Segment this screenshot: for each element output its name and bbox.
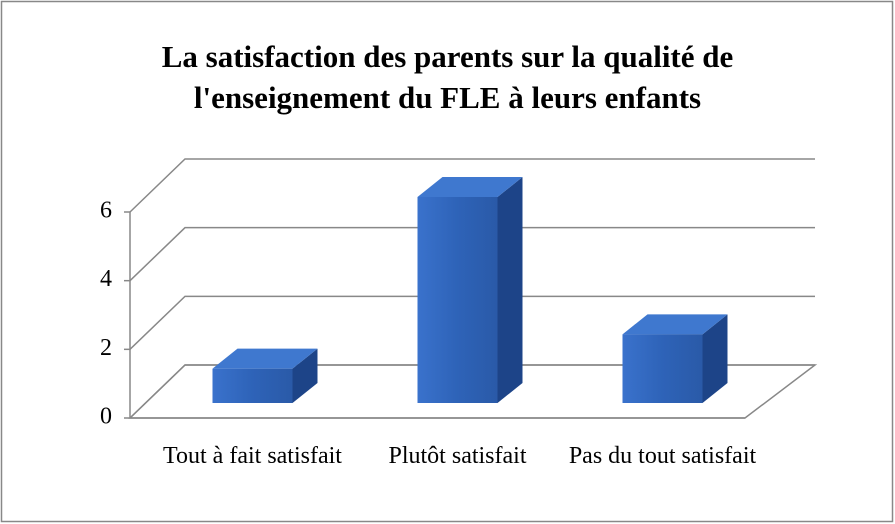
bar	[622, 334, 703, 403]
x-tick-label: Plutôt satisfait	[388, 443, 527, 469]
chart-title: La satisfaction des parents sur la quali…	[161, 39, 734, 115]
bar-top	[417, 177, 523, 197]
bar-side	[497, 177, 523, 403]
x-tick-label: Pas du tout satisfait	[568, 443, 757, 469]
grid-line	[129, 364, 815, 419]
bar-top	[212, 348, 318, 369]
bar-side	[702, 314, 728, 403]
y-tick-label: 0	[100, 404, 112, 430]
grid-line	[129, 158, 815, 213]
bar-side	[292, 348, 318, 403]
bar-top	[622, 314, 728, 335]
y-tick-label: 4	[100, 266, 112, 292]
y-tick-label: 2	[100, 335, 112, 361]
bar	[417, 197, 498, 403]
grid-line	[129, 295, 815, 350]
x-tick-label: Tout à fait satisfait	[163, 443, 342, 469]
grid-line	[129, 226, 815, 282]
bar	[212, 368, 293, 403]
y-tick-label: 6	[100, 198, 112, 224]
